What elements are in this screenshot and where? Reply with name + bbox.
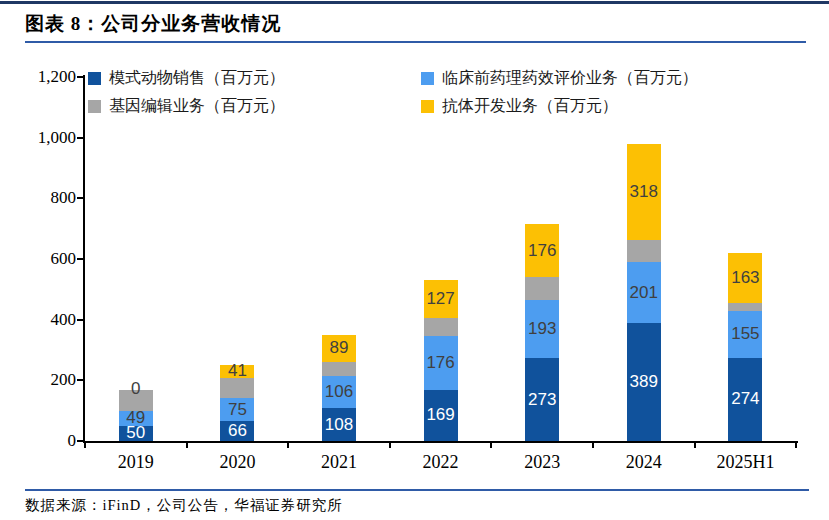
x-axis-category-label: 2025H1 <box>699 452 791 473</box>
y-axis-tick-label: 1,000 <box>12 128 76 148</box>
bar-segment-label: 274 <box>715 389 775 409</box>
bar-segment <box>728 303 762 311</box>
bar-segment-label: 41 <box>207 361 267 381</box>
legend-label: 临床前药理药效评价业务（百万元） <box>442 68 698 89</box>
legend-color-swatch <box>88 72 101 85</box>
legend-item: 基因编辑业务（百万元） <box>88 96 285 117</box>
y-axis-line <box>83 75 85 443</box>
x-axis-category-label: 2019 <box>90 452 182 473</box>
bar-segment-label: 176 <box>411 353 471 373</box>
bar-segment-label: 318 <box>614 182 674 202</box>
legend-color-swatch <box>421 72 434 85</box>
bar-segment-label: 127 <box>411 289 471 309</box>
legend-color-swatch <box>421 100 434 113</box>
bar-segment <box>424 318 458 336</box>
bar-segment <box>627 240 661 262</box>
bar-segment-label: 163 <box>715 268 775 288</box>
bar-segment-label: 75 <box>207 400 267 420</box>
bar-segment-label: 273 <box>512 390 572 410</box>
bar-segment-label: 155 <box>715 324 775 344</box>
legend-item: 抗体开发业务（百万元） <box>421 96 618 117</box>
legend-label: 抗体开发业务（百万元） <box>442 96 618 117</box>
bar-segment-label: 169 <box>411 405 471 425</box>
legend-item: 临床前药理药效评价业务（百万元） <box>421 68 698 89</box>
data-source-note: 数据来源：iFinD，公司公告，华福证券研究所 <box>25 496 343 515</box>
legend-label: 基因编辑业务（百万元） <box>109 96 285 117</box>
y-axis-tick-label: 800 <box>12 188 76 208</box>
x-axis-category-label: 2020 <box>191 452 283 473</box>
bar-segment-label: 0 <box>106 379 166 399</box>
legend-item: 模式动物销售（百万元） <box>88 68 285 89</box>
y-axis-tick-label: 200 <box>12 370 76 390</box>
bar-segment-label: 201 <box>614 283 674 303</box>
bar-segment-label: 106 <box>309 382 369 402</box>
stacked-bar-chart: 02004006008001,0001,20050490201966754120… <box>0 0 829 520</box>
y-axis-tick-label: 1,200 <box>12 67 76 87</box>
report-figure: 图表 8：公司分业务营收情况 02004006008001,0001,20050… <box>0 0 829 520</box>
bar-segment-label: 193 <box>512 319 572 339</box>
bar-segment-label: 66 <box>207 421 267 441</box>
legend-color-swatch <box>88 100 101 113</box>
legend-label: 模式动物销售（百万元） <box>109 68 285 89</box>
bar-segment-label: 389 <box>614 372 674 392</box>
y-axis-tick-label: 600 <box>12 249 76 269</box>
x-axis-category-label: 2022 <box>395 452 487 473</box>
x-axis-category-label: 2021 <box>293 452 385 473</box>
footer-divider <box>25 489 809 491</box>
bar-segment-label: 108 <box>309 415 369 435</box>
y-axis-tick-label: 0 <box>12 431 76 451</box>
bar-segment-label: 89 <box>309 338 369 358</box>
bar-segment-label: 49 <box>106 408 166 428</box>
bar-segment-label: 176 <box>512 241 572 261</box>
bar-segment <box>525 277 559 299</box>
x-axis-line <box>83 441 798 443</box>
x-axis-category-label: 2024 <box>598 452 690 473</box>
x-axis-category-label: 2023 <box>496 452 588 473</box>
bar-segment <box>322 362 356 376</box>
y-axis-tick-label: 400 <box>12 310 76 330</box>
